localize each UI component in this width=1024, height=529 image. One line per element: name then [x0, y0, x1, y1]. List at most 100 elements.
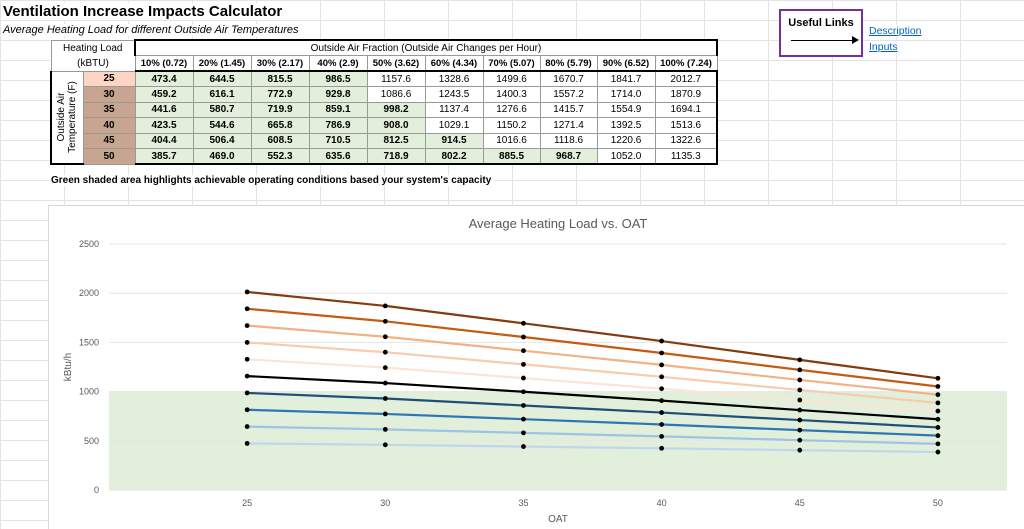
x-tick-label: 35 [518, 498, 528, 508]
table-cell: 665.8 [250, 117, 310, 134]
table-cell: 1392.5 [596, 117, 656, 134]
table-cell: 786.9 [308, 117, 368, 134]
data-point [382, 349, 388, 355]
table-cell: 1694.1 [654, 101, 718, 118]
table-cell: 1271.4 [539, 117, 598, 134]
table-cell: 1118.6 [539, 132, 598, 149]
table-row: 35 441.6 580.7 719.9 859.1 998.2 1137.4 1276.6 1… [51, 101, 718, 118]
table-cell: 719.9 [250, 101, 310, 118]
table-cell: 1513.6 [654, 117, 718, 134]
data-point [382, 396, 388, 401]
data-point [797, 447, 803, 453]
data-point [521, 430, 526, 436]
data-point [244, 373, 250, 379]
table-cell: 998.2 [366, 101, 426, 118]
table-cell: 635.6 [308, 148, 368, 165]
data-point [244, 306, 250, 312]
table-cell: 441.6 [134, 101, 194, 118]
column-header: 80% (5.79) [539, 55, 598, 72]
data-point [659, 422, 665, 427]
data-point [521, 403, 526, 408]
data-point [382, 426, 388, 432]
data-point [244, 289, 250, 295]
column-header: 70% (5.07) [482, 55, 541, 72]
row-header: 35 [82, 101, 136, 118]
y-tick-label: 0 [94, 485, 99, 495]
table-row: 50 385.7 469.0 552.3 635.6 718.9 802.2 885.5 968… [51, 148, 718, 165]
data-point [935, 416, 941, 422]
row-header: 30 [82, 86, 136, 103]
table-cell: 1415.7 [539, 101, 598, 118]
data-point [382, 365, 388, 371]
column-header: 30% (2.17) [250, 55, 310, 72]
x-tick-label: 40 [657, 498, 667, 508]
table-cell: 812.5 [366, 132, 426, 149]
table-cell: 859.1 [308, 101, 368, 118]
data-point [935, 441, 941, 447]
data-point [797, 357, 803, 363]
table-cell: 815.5 [250, 70, 310, 87]
description-link[interactable]: Description [869, 25, 922, 37]
data-point [521, 416, 526, 422]
data-point [935, 384, 941, 389]
table-cell: 423.5 [134, 117, 194, 134]
row-header: 25 [82, 70, 136, 87]
data-point [244, 390, 250, 396]
table-cell: 1086.6 [366, 86, 426, 103]
row-header: 50 [82, 148, 136, 165]
series-line [247, 391, 938, 429]
side-label: Outside Air Temperature (F) [50, 70, 84, 165]
data-point [797, 367, 803, 373]
table-cell: 1499.6 [482, 70, 541, 87]
data-point [659, 338, 665, 344]
data-point [521, 444, 526, 449]
table-cell: 2012.7 [654, 70, 718, 87]
table-cell: 1841.7 [596, 70, 656, 87]
data-point [659, 434, 665, 439]
column-header: 10% (0.72) [134, 55, 194, 72]
inputs-link[interactable]: Inputs [869, 41, 898, 53]
table-cell: 1557.2 [539, 86, 598, 103]
data-point [244, 407, 250, 413]
table-cell: 385.7 [134, 148, 194, 165]
x-tick-label: 30 [380, 498, 390, 508]
table-cell: 1150.2 [482, 117, 541, 134]
data-point [659, 398, 665, 404]
heating-load-chart: 0 500 1000 1500 2000 2500 25 30 35 40 45 50 Average … [48, 205, 1024, 529]
data-point [382, 442, 388, 448]
data-point [797, 397, 803, 403]
table-cell: 1328.6 [424, 70, 484, 87]
table-cell: 968.7 [539, 148, 598, 165]
row-header: 40 [82, 117, 136, 134]
table-cell: 1052.0 [596, 148, 656, 165]
table-cell: 1554.9 [596, 101, 656, 118]
y-axis-label: kBtu/h [63, 353, 74, 381]
table-cell: 1670.7 [539, 70, 598, 87]
table-row: 30 459.2 616.1 772.9 929.8 1086.6 1243.5 1400.3… [51, 86, 718, 103]
data-point [521, 375, 526, 381]
data-point [935, 375, 941, 381]
table-cell: 885.5 [482, 148, 541, 165]
data-point [797, 437, 803, 443]
table-cell: 1870.9 [654, 86, 718, 103]
data-point [521, 334, 526, 340]
corner-header-line2: (kBTU) [50, 55, 136, 72]
table-cell: 1016.6 [482, 132, 541, 149]
data-point [659, 445, 665, 451]
series-line [247, 341, 939, 404]
chart-title: Average Heating Load vs. OAT [469, 216, 648, 231]
table-row: 45 404.4 506.4 608.5 710.5 812.5 914.5 1016.6 11… [51, 132, 718, 149]
table-cell: 608.5 [250, 132, 310, 149]
page-subtitle: Average Heating Load for different Outsi… [3, 24, 305, 36]
x-tick-label: 50 [933, 498, 943, 508]
capacity-note: Green shaded area highlights achievable … [51, 175, 496, 186]
data-point [244, 323, 250, 329]
data-point [659, 350, 665, 356]
data-point [659, 410, 665, 415]
table-cell: 929.8 [308, 86, 368, 103]
table-cell: 1135.3 [654, 148, 718, 165]
data-point [659, 386, 665, 392]
series-line [247, 324, 939, 396]
data-point [659, 374, 665, 380]
data-point [521, 348, 526, 354]
